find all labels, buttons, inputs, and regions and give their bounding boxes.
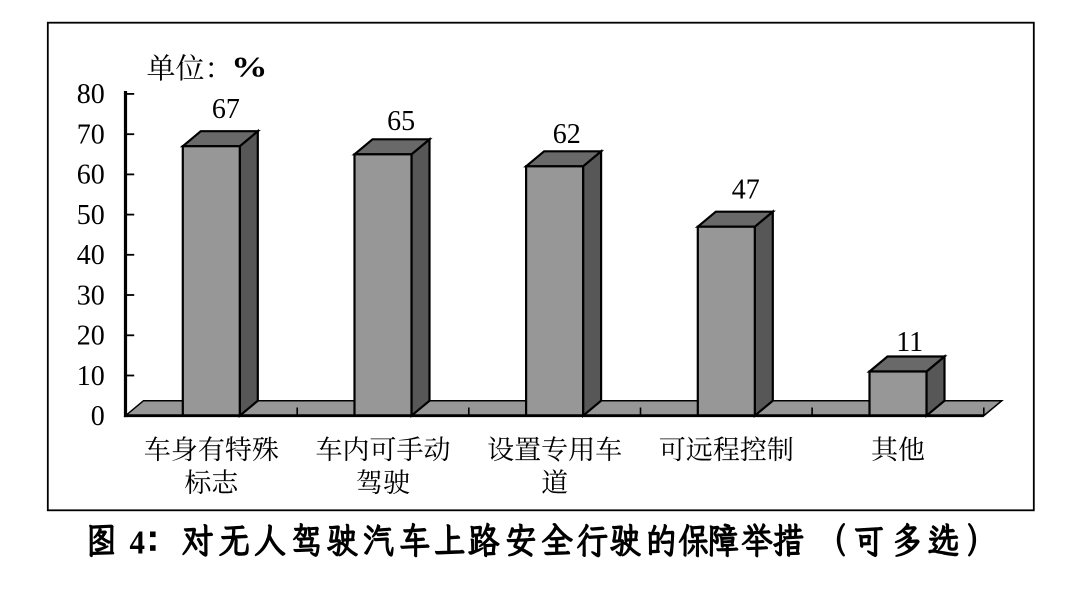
- svg-text:4: 4: [129, 525, 145, 562]
- svg-text:10: 10: [77, 361, 105, 392]
- svg-text:80: 80: [77, 79, 105, 110]
- svg-text:30: 30: [77, 280, 105, 311]
- svg-text:11: 11: [896, 327, 923, 358]
- svg-text:%: %: [231, 52, 267, 83]
- svg-text:0: 0: [91, 401, 105, 432]
- svg-text:67: 67: [212, 94, 240, 125]
- svg-text:20: 20: [77, 321, 105, 352]
- svg-text:65: 65: [387, 106, 415, 137]
- svg-text:70: 70: [77, 120, 105, 151]
- svg-text:47: 47: [732, 175, 760, 206]
- svg-text:50: 50: [77, 200, 105, 231]
- svg-text:60: 60: [77, 160, 105, 191]
- svg-text:62: 62: [553, 119, 581, 150]
- svg-text:40: 40: [77, 240, 105, 271]
